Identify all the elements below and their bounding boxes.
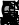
Text: C$_{42}$: C$_{42}$ [6,12,19,25]
Text: C$_{43}$: C$_{43}$ [7,13,19,25]
Text: FIG.3: FIG.3 [0,1,19,23]
Text: C$_{10,i}$: C$_{10,i}$ [7,2,19,19]
Text: C$_{41}$: C$_{41}$ [5,10,19,25]
Text: C$_{100R}$: C$_{100R}$ [14,0,19,14]
Text: C$_{10R}$: C$_{10R}$ [14,0,19,16]
Text: FIG.4: FIG.4 [0,13,19,25]
